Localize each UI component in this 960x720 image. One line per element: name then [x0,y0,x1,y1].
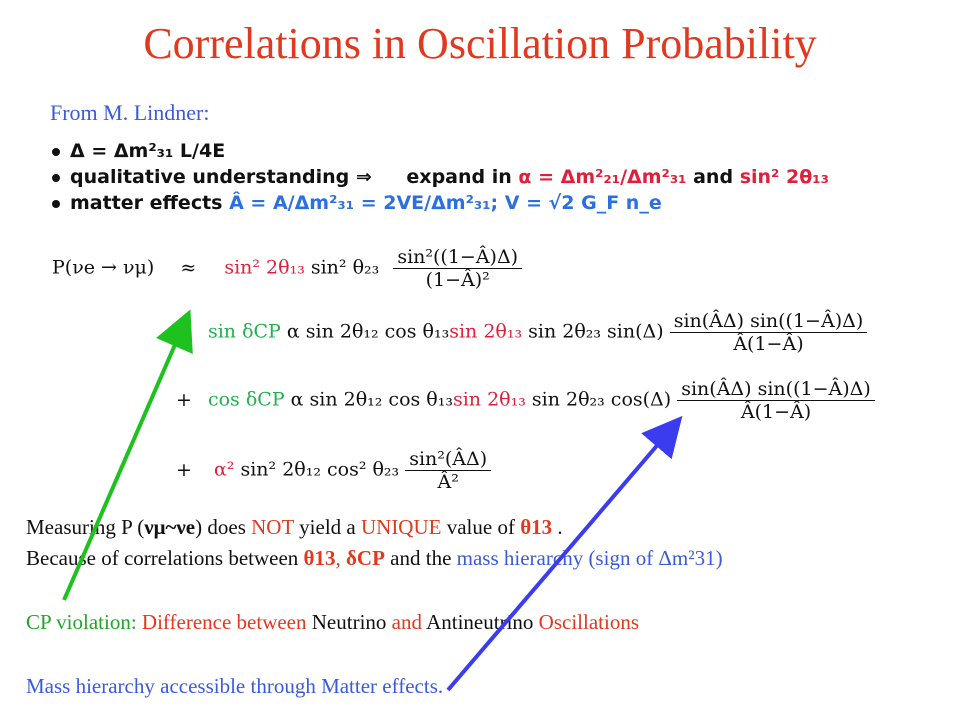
formula-line-1: P(νe → νμ) ≈ sin² 2θ₁₃ sin² θ₂₃ sin²((1−… [52,246,523,291]
term3-black2: sin 2θ₂₃ cos(Δ) [531,388,672,411]
term3-denominator: Â(1−Â) [740,401,812,423]
term2-numerator: sin(ÂΔ) sin((1−Â)Δ) [669,310,868,333]
l3-and: and [391,610,422,634]
l2-comma: , [335,546,347,570]
term1-red: sin² 2θ₁₃ [224,256,305,279]
l2-theta: θ13 [303,546,336,570]
l1-not: NOT [251,515,294,539]
text-line-2: Because of correlations between θ13, δCP… [26,546,723,571]
term3-green: cos δCP [207,388,285,411]
term1-black: sin² θ₂₃ [310,256,380,279]
attribution: From M. Lindner: [50,100,210,125]
l3-nu: Neutrino [311,610,392,634]
l1-unique: UNIQUE [360,515,442,539]
term2-denominator: Â(1−Â) [733,333,804,355]
expand-label: expand in [406,166,512,188]
term4-numerator: sin²(ÂΔ) [405,448,492,471]
l2-a: Because of correlations between [26,546,304,570]
formula-line-3: + cos δCP α sin 2θ₁₂ cos θ₁₃sin 2θ₁₃ sin… [176,378,875,423]
term1-denominator: (1−Â)² [425,269,490,291]
formula-line-2: ± sin δCP α sin 2θ₁₂ cos θ₁₃sin 2θ₁₃ sin… [176,310,868,355]
term2-red: sin 2θ₁₃ [449,320,523,343]
matter-formula: Â = A/Δm²₃₁ = 2VE/Δm²₃₁; V = √2 G_F n_e [229,192,662,214]
bullet-dot-icon [52,199,60,208]
text-line-4: Mass hierarchy accessible through Matter… [26,674,444,698]
page-title: Correlations in Oscillation Probability [143,19,817,68]
term3-fraction: sin(ÂΔ) sin((1−Â)Δ) Â(1−Â) [677,378,875,423]
term1-numerator: sin²((1−Â)Δ) [393,246,523,269]
green-arrow [62,309,193,601]
l2-b: and the [384,546,457,570]
and-label: and [693,166,734,188]
term3-red: sin 2θ₁₃ [452,388,526,411]
term3-sign: + [176,388,192,411]
l3-diff: Difference between [136,610,312,634]
l1-nu: νμ~νe [144,515,196,539]
l1-e: . [552,515,563,539]
probability-lhs: P(νe → νμ) [52,256,155,279]
term3-black: α sin 2θ₁₂ cos θ₁₃ [290,388,453,411]
blue-arrow [446,415,683,692]
sin-theta13: sin² 2θ₁₃ [739,166,829,188]
term2-fraction: sin(ÂΔ) sin((1−Â)Δ) Â(1−Â) [669,310,868,355]
term4-red: α² [213,458,235,481]
bullet-matter-text: matter effects [70,192,223,214]
bullet-dot-icon [52,147,60,156]
bullet-matter: matter effects Â = A/Δm²₃₁ = 2VE/Δm²₃₁; … [52,190,829,216]
bullet-dot-icon [52,173,60,182]
l1-b: ) does [195,515,252,539]
term2-black2: sin 2θ₂₃ sin(Δ) [528,320,664,343]
text-line-1: Measuring P (νμ~νe) does NOT yield a UNI… [26,515,563,540]
l3-osc: Oscillations [538,610,639,634]
l2-mass: mass hierarchy (sign of Δm²31) [456,546,723,570]
term4-fraction: sin²(ÂΔ) Â² [405,448,492,493]
bullet-delta: Δ = Δm²₃₁ L/4E [52,138,829,164]
l1-d: value of [441,515,521,539]
term1-fraction: sin²((1−Â)Δ) (1−Â)² [393,246,523,291]
term4-black: sin² 2θ₁₂ cos² θ₂₃ [240,458,400,481]
l3-cp: CP violation: [26,610,137,634]
alpha-definition: α = Δm²₂₁/Δm²₃₁ [518,166,687,188]
approx-sign: ≈ [180,256,197,279]
formula-line-4: + α² sin² 2θ₁₂ cos² θ₂₃ sin²(ÂΔ) Â² [176,448,492,493]
bullet-delta-text: Δ = Δm²₃₁ L/4E [70,140,226,162]
term4-denominator: Â² [437,471,459,493]
text-line-3: CP violation: Difference between Neutrin… [26,610,639,635]
bullet-qualitative-text: qualitative understanding ⇒ [70,166,372,188]
term2-black: α sin 2θ₁₂ cos θ₁₃ [286,320,450,343]
term4-sign: + [176,458,192,481]
bullet-qualitative: qualitative understanding ⇒ expand in α … [52,164,829,190]
bullet-list: Δ = Δm²₃₁ L/4E qualitative understanding… [52,138,829,216]
l1-theta: θ13 [520,515,553,539]
l1-c: yield a [293,515,361,539]
term2-green: sin δCP [207,320,281,343]
term3-numerator: sin(ÂΔ) sin((1−Â)Δ) [677,378,875,401]
l2-delta: δCP [346,546,385,570]
l1-a: Measuring P ( [26,515,145,539]
